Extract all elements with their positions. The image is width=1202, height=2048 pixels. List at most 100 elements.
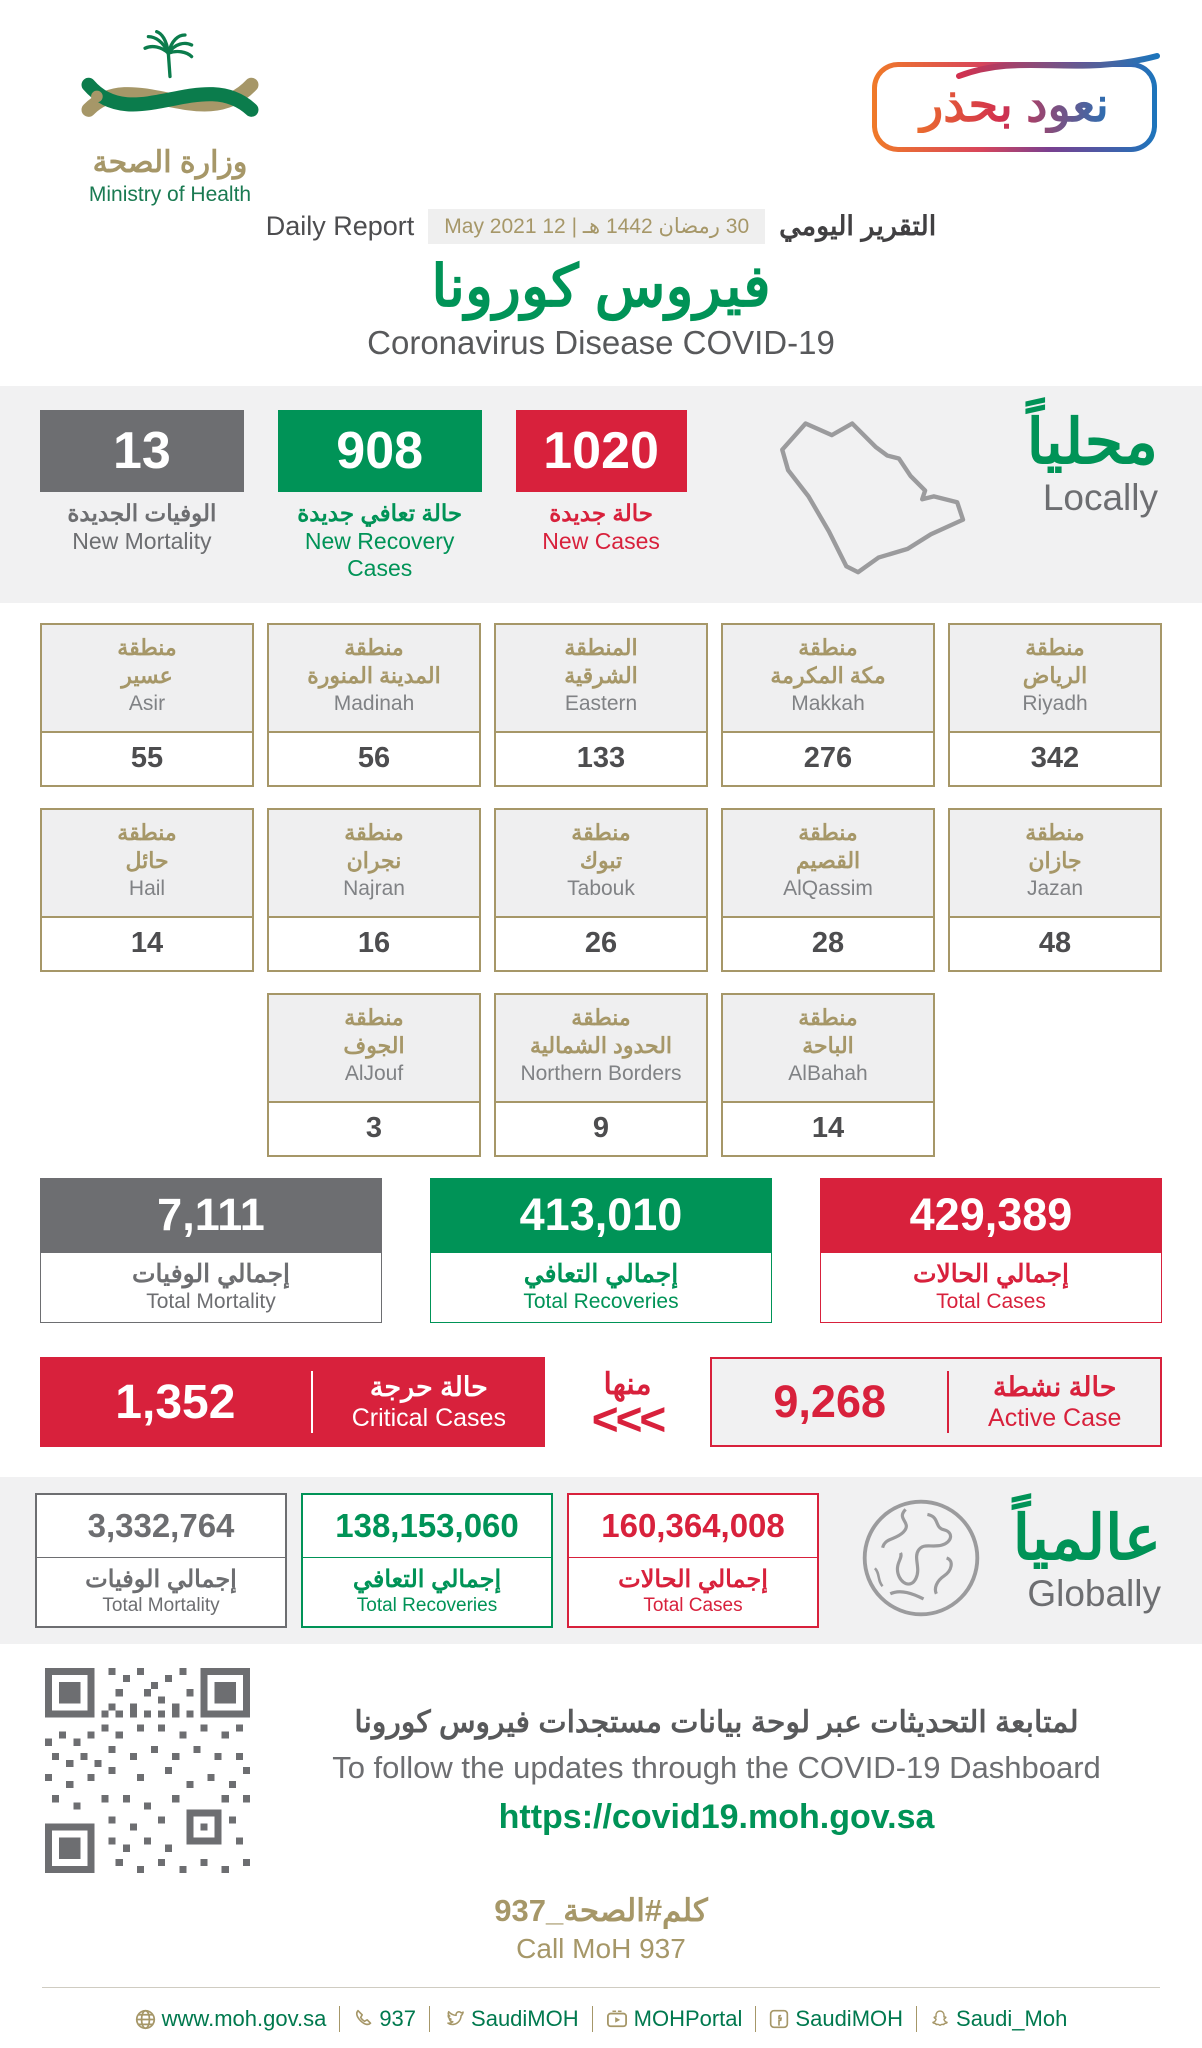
region-name-en: Jazan xyxy=(1026,877,1084,900)
footer-snapchat-label: Saudi_Moh xyxy=(956,2006,1068,2031)
total-mortality-label-en: Total Mortality xyxy=(146,1290,276,1313)
total-recoveries-label-ar: إجمالي التعافي xyxy=(523,1260,679,1288)
region-name-en: AlBahah xyxy=(788,1062,868,1085)
footer-twitter-label: SaudiMOH xyxy=(471,2006,579,2031)
global-cases-label-ar: إجمالي الحالات xyxy=(618,1566,768,1593)
new-recovery-label-ar: حالة تعافي جديدة xyxy=(297,500,463,526)
menha-indicator: منها <<< xyxy=(545,1367,710,1442)
page-title-english: Coronavirus Disease COVID-19 xyxy=(367,324,835,361)
return-with-caution-badge: نعود بحذر xyxy=(872,53,1160,152)
new-mortality-stat: 13 الوفيات الجديدة New Mortality xyxy=(40,410,244,555)
footer-twitter-link[interactable]: SaudiMOH xyxy=(443,2006,579,2032)
dashboard-note-ar: لمتابعة التحديثات عبر لوحة بيانات مستجدا… xyxy=(354,1705,1079,1739)
region-card-aljouf: منطقة الجوف AlJouf 3 xyxy=(267,993,481,1157)
new-cases-value: 1020 xyxy=(515,410,687,492)
locally-heading: محلياً Locally xyxy=(1027,410,1162,519)
call-moh-block: كلم#الصحة_937 Call MoH 937 xyxy=(0,1893,1202,1965)
new-mortality-label-ar: الوفيات الجديدة xyxy=(67,500,217,526)
region-name-en: AlJouf xyxy=(344,1062,404,1085)
new-cases-stat: 1020 حالة جديدة New Cases xyxy=(515,410,687,555)
active-cases-label-ar: حالة نشطة xyxy=(993,1371,1117,1402)
globally-section: 3,332,764 إجمالي الوفيات Total Mortality… xyxy=(0,1477,1202,1644)
footer-snapchat-link[interactable]: Saudi_Moh xyxy=(930,2006,1067,2032)
menha-label: منها xyxy=(603,1368,652,1402)
snapchat-icon xyxy=(932,2010,948,2027)
region-name-en: Eastern xyxy=(564,692,638,715)
globally-heading-ar: عالمياً xyxy=(1012,1503,1161,1573)
badge-arabic-text: نعود بحذر xyxy=(885,77,1144,133)
dashboard-section: لمتابعة التحديثات عبر لوحة بيانات مستجدا… xyxy=(0,1668,1202,1873)
separator xyxy=(429,2006,431,2032)
separator xyxy=(755,2006,757,2032)
critical-cases-value: 1,352 xyxy=(115,1375,236,1429)
region-value: 342 xyxy=(1030,742,1080,774)
dashboard-url-link[interactable]: https://covid19.moh.gov.sa xyxy=(498,1797,935,1836)
total-cases-value: 429,389 xyxy=(821,1179,1161,1253)
footer-facebook-link[interactable]: SaudiMOH xyxy=(769,2006,903,2032)
region-name-en: Madinah xyxy=(333,692,415,715)
footer-website-link[interactable]: www.moh.gov.sa xyxy=(135,2006,326,2032)
global-cases-box: 160,364,008 إجمالي الحالات Total Cases xyxy=(567,1493,819,1628)
active-cases-label-en: Active Case xyxy=(988,1403,1122,1432)
dashboard-note-en: To follow the updates through the COVID-… xyxy=(332,1749,1101,1785)
new-mortality-label-en: New Mortality xyxy=(72,528,212,554)
critical-cases-box: 1,352 حالة حرجة Critical Cases xyxy=(40,1357,545,1447)
region-value: 28 xyxy=(811,927,845,959)
total-cases-label-en: Total Cases xyxy=(936,1290,1046,1313)
region-name-en: Najran xyxy=(343,877,405,900)
global-cases-value: 160,364,008 xyxy=(569,1495,817,1558)
footer-divider xyxy=(42,1987,1160,1988)
total-recoveries-box: 413,010 إجمالي التعافي Total Recoveries xyxy=(430,1178,772,1323)
separator xyxy=(339,2006,341,2032)
local-totals-row: 7,111 إجمالي الوفيات Total Mortality 413… xyxy=(0,1178,1202,1323)
total-recoveries-value: 413,010 xyxy=(431,1179,771,1253)
region-card-najran: منطقة نجران Najran 16 xyxy=(267,808,481,972)
regions-row-1: منطقة عسير Asir 55 منطقة المدينة المنورة M… xyxy=(40,623,1162,787)
region-card-northern-borders: منطقة الحدود الشمالية Northern Borders 9 xyxy=(494,993,708,1157)
global-mortality-label-en: Total Mortality xyxy=(102,1595,220,1616)
globally-heading-en: Globally xyxy=(1027,1573,1161,1615)
region-value: 14 xyxy=(130,927,164,959)
global-mortality-box: 3,332,764 إجمالي الوفيات Total Mortality xyxy=(35,1493,287,1628)
footer-youtube-link[interactable]: MOHPortal xyxy=(606,2006,743,2032)
facebook-icon xyxy=(770,2009,789,2029)
saudi-map-outline-icon xyxy=(727,406,1027,583)
footer-facebook-label: SaudiMOH xyxy=(795,2006,904,2031)
date-separator: | xyxy=(571,215,578,238)
phone-icon xyxy=(356,2009,372,2026)
region-value: 3 xyxy=(365,1112,383,1144)
critical-cases-label-ar: حالة حرجة xyxy=(369,1371,488,1402)
moh-logo-icon xyxy=(81,30,259,117)
region-value: 9 xyxy=(592,1112,610,1144)
region-name-en: Northern Borders xyxy=(520,1062,682,1085)
footer-youtube-label: MOHPortal xyxy=(633,2006,743,2031)
globally-heading: عالمياً Globally xyxy=(1013,1506,1167,1615)
twitter-icon xyxy=(447,2010,464,2026)
global-recoveries-label-ar: إجمالي التعافي xyxy=(352,1566,502,1593)
region-value: 14 xyxy=(811,1112,845,1144)
divider xyxy=(947,1371,950,1433)
footer-phone-link[interactable]: 937 xyxy=(353,2006,416,2032)
regions-row-3: منطقة الجوف AlJouf 3 منطقة الحدود الشمالية… xyxy=(40,993,1162,1157)
region-value: 48 xyxy=(1038,927,1072,959)
moh-logo: وزارة الصحة Ministry of Health xyxy=(55,30,285,207)
footer-phone-label: 937 xyxy=(379,2006,417,2031)
separator xyxy=(916,2006,918,2032)
new-recovery-value: 908 xyxy=(277,410,482,492)
region-value: 55 xyxy=(130,742,164,774)
new-cases-label-en: New Cases xyxy=(542,528,660,554)
qr-code xyxy=(45,1668,250,1873)
region-card-albahah: منطقة الباحة AlBahah 14 xyxy=(721,993,935,1157)
call-moh-ar: كلم#الصحة_937 xyxy=(494,1893,708,1928)
total-mortality-value: 7,111 xyxy=(41,1179,381,1253)
locally-section: 13 الوفيات الجديدة New Mortality 908 حال… xyxy=(0,386,1202,603)
region-name-en: AlQassim xyxy=(783,877,873,900)
logo-english-text: Ministry of Health xyxy=(88,183,252,206)
regions-grid: منطقة عسير Asir 55 منطقة المدينة المنورة M… xyxy=(0,603,1202,1157)
globe-icon xyxy=(857,1494,985,1627)
logo-arabic-text: وزارة الصحة xyxy=(92,146,248,179)
total-cases-box: 429,389 إجمالي الحالات Total Cases xyxy=(820,1178,1162,1323)
region-value: 133 xyxy=(576,742,626,774)
daily-report-ar: التقرير اليومي xyxy=(779,211,937,241)
global-cases-label-en: Total Cases xyxy=(643,1595,743,1616)
